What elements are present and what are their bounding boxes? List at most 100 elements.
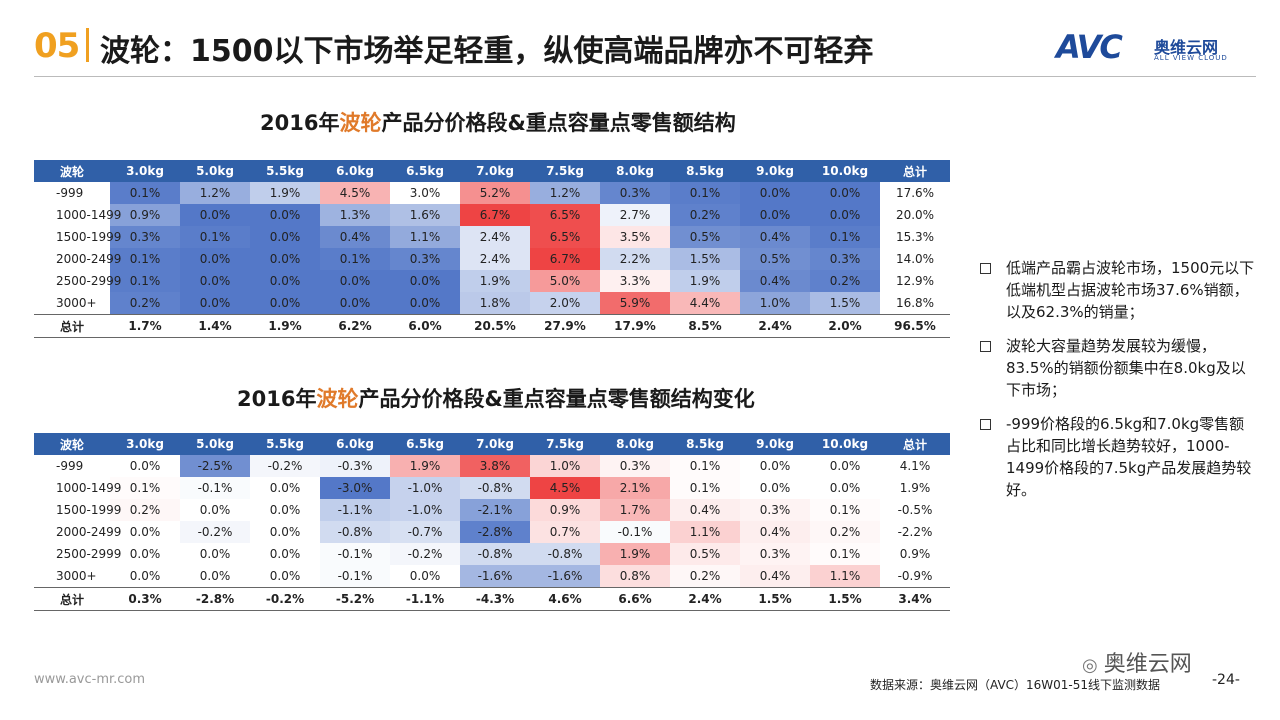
total-row: 总计 1.7% 1.4% 1.9% 6.2% 6.0% 20.5% 27.9% 17.9% 8.5… (34, 314, 950, 338)
table-cell: 2.0% (530, 292, 600, 315)
table-row: 1000-1499 0.9% 0.0% 0.0% 1.3% 1.6% 6.7% 6.5% 2.7… (34, 204, 950, 226)
table-cell: 0.4% (740, 270, 810, 292)
share-table: 波轮 3.0kg 5.0kg 5.5kg 6.0kg 6.5kg 7.0kg 7.5kg 8.0… (34, 160, 950, 338)
table-cell: 3.5% (600, 226, 670, 248)
table1-title-pre: 2016年 (260, 111, 340, 135)
total-cell: 2.4% (670, 587, 740, 611)
table-cell: 0.1% (670, 182, 740, 204)
total-cell: 1.7% (110, 314, 180, 338)
table-cell: 1.7% (600, 499, 670, 521)
checkbox-icon (980, 263, 991, 274)
table-cell: 5.9% (600, 292, 670, 315)
table-cell: 0.0% (250, 521, 320, 543)
finding-3: -999价格段的6.5kg和7.0kg零售额占比和同比增长趋势较好，1000-1… (980, 413, 1256, 501)
column-header: 总计 (880, 433, 950, 455)
total-cell: 20.5% (460, 314, 530, 338)
table-cell: 0.0% (250, 226, 320, 248)
wechat-watermark: ◎ 奥维云网 (1082, 652, 1192, 677)
table-cell: 0.0% (390, 292, 460, 315)
table-cell: 1.5% (810, 292, 880, 315)
table-cell: 0.0% (110, 455, 180, 477)
table-cell: -0.1% (320, 543, 390, 565)
table-cell: 0.2% (670, 204, 740, 226)
column-header: 5.5kg (250, 433, 320, 455)
row-label: 1500-1999 (56, 230, 122, 244)
table-cell: 0.1% (110, 248, 180, 270)
table-cell: 0.1% (320, 248, 390, 270)
table-cell: -2.1% (460, 499, 530, 521)
table-cell: 1.9% (250, 182, 320, 204)
table-cell: 0.0% (390, 565, 460, 588)
table2-title-post: 产品分价格段&重点容量点零售额结构变化 (358, 387, 755, 411)
footer-url: www.avc-mr.com (34, 672, 146, 687)
table-cell: 2.4% (460, 226, 530, 248)
column-header: 8.0kg (600, 160, 670, 182)
column-header: 6.5kg (390, 160, 460, 182)
table-cell: 0.5% (670, 226, 740, 248)
logo-en: ALL VIEW CLOUD (1154, 54, 1228, 62)
row-header-cell: 波轮 (34, 160, 110, 182)
table-cell: 0.1% (180, 226, 250, 248)
total-cell: 1.5% (740, 587, 810, 611)
total-cell: -2.8% (180, 587, 250, 611)
total-cell: 2.4% (740, 314, 810, 338)
table-cell: 0.1% (110, 270, 180, 292)
table-cell: 0.0% (740, 204, 810, 226)
total-cell: -0.2% (250, 587, 320, 611)
data-source: 数据来源：奥维云网（AVC）16W01-51线下监测数据 (870, 678, 1161, 692)
table-cell: 0.7% (530, 521, 600, 543)
total-cell: 27.9% (530, 314, 600, 338)
row-header-cell: 波轮 (34, 433, 110, 455)
table-cell: 0.0% (250, 292, 320, 315)
table-cell: 0.0% (810, 204, 880, 226)
table-cell: -0.9% (897, 569, 933, 583)
total-cell: 17.9% (600, 314, 670, 338)
column-header: 7.0kg (460, 433, 530, 455)
table-cell: -0.8% (530, 543, 600, 565)
table-cell: 0.0% (250, 248, 320, 270)
table-cell: -0.1% (320, 565, 390, 588)
table-cell: 0.1% (810, 226, 880, 248)
table-cell: 0.0% (250, 270, 320, 292)
table-cell: 4.4% (670, 292, 740, 315)
table-cell: 14.0% (895, 252, 935, 266)
table-cell: 3.3% (600, 270, 670, 292)
total-cell: 0.3% (110, 587, 180, 611)
table-cell: 0.4% (740, 565, 810, 588)
table2-title-pre: 2016年 (237, 387, 317, 411)
table-cell: 0.0% (250, 204, 320, 226)
column-header: 7.5kg (530, 433, 600, 455)
finding-1: 低端产品霸占波轮市场，1500元以下低端机型占据波轮市场37.6%销额，以及62… (980, 257, 1256, 323)
table-cell: 0.5% (740, 248, 810, 270)
table-cell: 0.2% (110, 499, 180, 521)
table-cell: 0.0% (320, 292, 390, 315)
table-cell: 0.4% (740, 521, 810, 543)
logo-text: AVC (1056, 28, 1123, 66)
table-cell: 1.1% (810, 565, 880, 588)
table-row: -999 0.1% 1.2% 1.9% 4.5% 3.0% 5.2% 1.2% 0.3% 0.1%… (34, 182, 950, 204)
table-cell: 0.9% (899, 547, 931, 561)
table-cell: -0.8% (460, 477, 530, 499)
wechat-icon: ◎ (1082, 655, 1098, 676)
table-cell: 0.0% (110, 521, 180, 543)
table-cell: 0.3% (740, 543, 810, 565)
table-cell: 0.0% (180, 292, 250, 315)
column-header: 8.5kg (670, 433, 740, 455)
table-row: 2500-2999 0.0% 0.0% 0.0% -0.1% -0.2% -0.8% -0.8… (34, 543, 950, 565)
table-cell: 0.1% (810, 543, 880, 565)
table-cell: -2.5% (180, 455, 250, 477)
table-cell: 20.0% (895, 208, 935, 222)
table-cell: 1.8% (460, 292, 530, 315)
table2-title-highlight: 波轮 (316, 387, 359, 411)
table-cell: 0.0% (810, 455, 880, 477)
table-cell: 1.2% (180, 182, 250, 204)
table-cell: 0.3% (600, 455, 670, 477)
column-header: 6.0kg (320, 160, 390, 182)
total-label: 总计 (34, 314, 110, 338)
table-cell: -0.8% (460, 543, 530, 565)
table-cell: 0.0% (740, 477, 810, 499)
column-header: 10.0kg (810, 160, 880, 182)
checkbox-icon (980, 341, 991, 352)
table-cell: 1.5% (670, 248, 740, 270)
table-cell: 17.6% (895, 186, 935, 200)
